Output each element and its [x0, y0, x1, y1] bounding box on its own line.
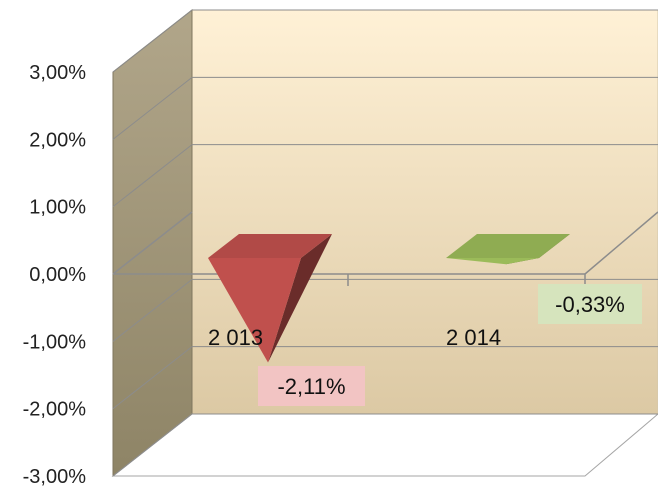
- zero-line-right: [584, 211, 658, 275]
- y-tick-label: 3,00%: [29, 62, 86, 84]
- data-label-background: [258, 366, 365, 406]
- gridline-side: [112, 144, 193, 208]
- data-label: -2,11%: [277, 374, 345, 399]
- y-tick-label: -1,00%: [23, 331, 87, 353]
- y-tick-label: -2,00%: [23, 399, 87, 421]
- pyramid-front-face: [446, 258, 539, 265]
- y-tick-label: 1,00%: [29, 197, 86, 219]
- gridline-side: [112, 9, 193, 73]
- y-tick-label: 0,00%: [29, 264, 86, 286]
- category-label: 2 013: [208, 325, 263, 350]
- category-labels: 2 013 2 014: [208, 325, 501, 350]
- pyramid-top-face: [446, 234, 570, 258]
- category-label: 2 014: [446, 325, 501, 350]
- pyramid-bar: [446, 234, 570, 265]
- gridline-side: [112, 413, 193, 477]
- pyramid-top-face: [208, 234, 332, 258]
- pyramid-bars: [208, 234, 570, 363]
- pyramid-side-face: [268, 234, 332, 363]
- pyramid-front-face: [208, 258, 301, 363]
- back-wall: [191, 9, 658, 415]
- data-labels: -2,11% -0,33%: [258, 284, 642, 406]
- zero-line-side: [112, 211, 193, 275]
- gridlines: [112, 9, 658, 477]
- gridline-side: [112, 346, 193, 410]
- gridline-side: [112, 76, 193, 140]
- y-tick-label: -3,00%: [23, 466, 87, 488]
- floor: [111, 413, 658, 477]
- y-axis-ticks: -3,00% -2,00% -1,00% 0,00% 1,00% 2,00% 3,00%: [23, 62, 87, 488]
- zero-axis: [112, 211, 658, 286]
- gridline-side: [112, 278, 193, 342]
- data-label-background: [538, 284, 642, 324]
- pyramid-bar: [208, 234, 332, 363]
- data-label: -0,33%: [555, 292, 625, 317]
- y-tick-label: 2,00%: [29, 129, 86, 151]
